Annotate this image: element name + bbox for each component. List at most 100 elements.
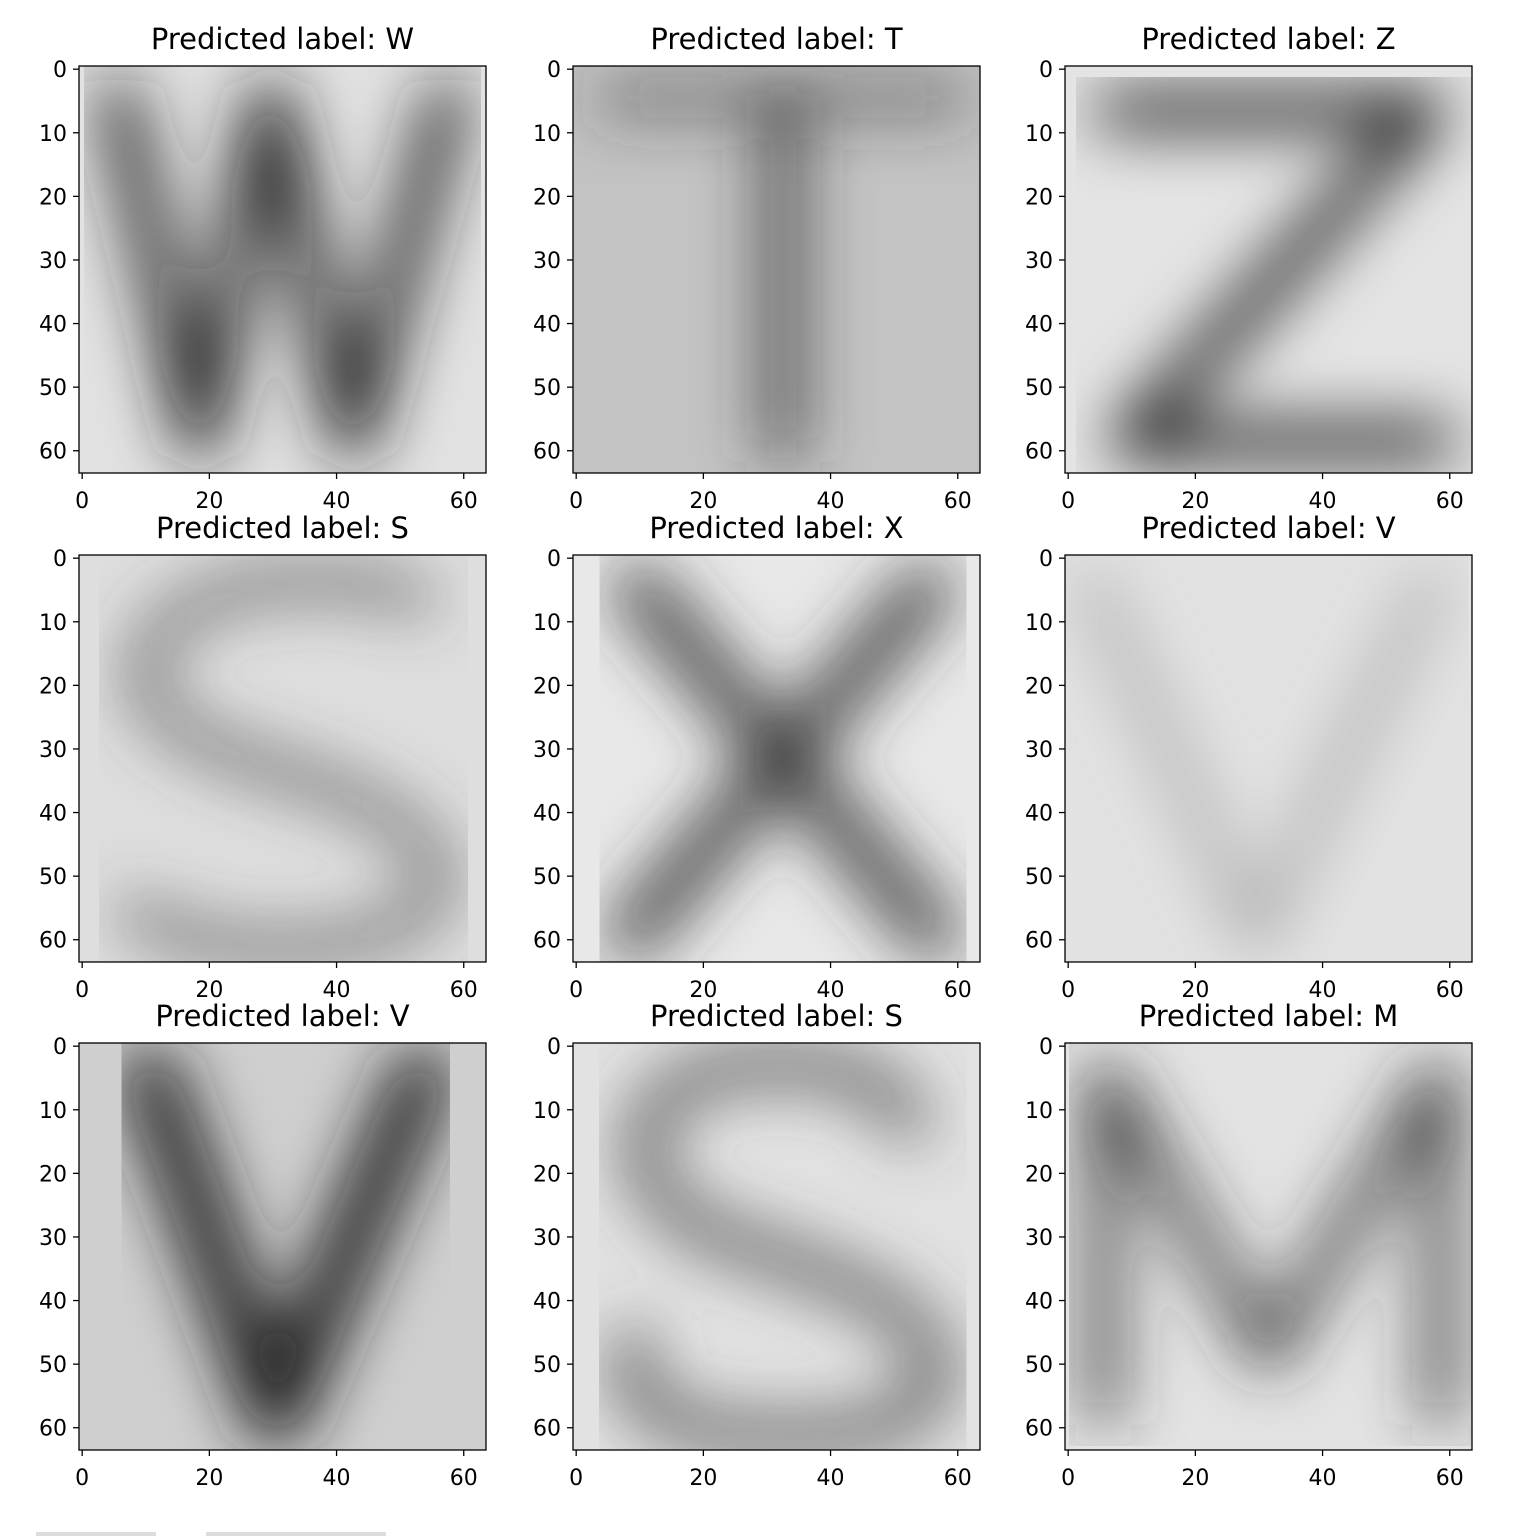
y-tick-label: 40 — [1025, 313, 1053, 338]
letter-image-w — [98, 78, 467, 461]
letter-stroke — [120, 1046, 452, 1447]
bottom-toolbar-strip-right — [206, 1532, 386, 1536]
x-tick-label: 20 — [1181, 489, 1209, 514]
panel-title: Predicted label: V — [1141, 511, 1395, 545]
y-tick-label: 50 — [1025, 865, 1053, 890]
y-tick-label: 0 — [53, 1035, 67, 1060]
y-tick-label: 10 — [533, 1099, 561, 1124]
y-tick-label: 20 — [533, 185, 561, 210]
letter-image-v — [120, 1046, 452, 1447]
axes-frame — [1064, 1042, 1473, 1451]
y-tick-label: 40 — [39, 1290, 67, 1315]
panel-1: 0 10 20 30 40 50 60 0 20 40 60 Predicted label: W — [39, 22, 487, 514]
axes-frame — [78, 65, 487, 474]
x-tick-label: 60 — [450, 489, 478, 514]
y-tick-label: 40 — [1025, 1290, 1053, 1315]
y-tick-label: 60 — [533, 1417, 561, 1442]
x-tick-label: 20 — [195, 1466, 223, 1491]
panel-title: Predicted label: M — [1139, 999, 1399, 1033]
y-tick-label: 30 — [533, 738, 561, 763]
x-tick-label: 60 — [1436, 978, 1464, 1003]
y-tick-label: 10 — [533, 122, 561, 147]
y-tick-label: 30 — [39, 1226, 67, 1251]
x-tick-label: 40 — [1309, 1466, 1337, 1491]
y-tick-label: 0 — [1039, 1035, 1053, 1060]
x-tick-label: 60 — [944, 978, 972, 1003]
x-tick-label: 40 — [817, 489, 845, 514]
y-tick-label: 60 — [39, 440, 67, 465]
panel-title: Predicted label: S — [156, 511, 409, 545]
y-tick-label: 50 — [39, 865, 67, 890]
letter-image-s — [117, 568, 450, 960]
y-tick-label: 0 — [547, 58, 561, 83]
y-tick-label: 50 — [39, 1353, 67, 1378]
letter-image-m — [1088, 1060, 1455, 1427]
panel-title: Predicted label: W — [151, 22, 414, 56]
axes-frame — [78, 554, 487, 963]
y-tick-label: 10 — [39, 122, 67, 147]
x-tick-label: 0 — [1061, 1466, 1075, 1491]
x-tick-label: 60 — [450, 978, 478, 1003]
y-tick-label: 10 — [1025, 1099, 1053, 1124]
letter-stroke — [1093, 94, 1457, 458]
panel-title: Predicted label: T — [650, 22, 902, 56]
y-tick-label: 20 — [39, 1162, 67, 1187]
x-tick-label: 0 — [75, 1466, 89, 1491]
y-tick-label: 40 — [39, 313, 67, 338]
y-tick-label: 60 — [1025, 929, 1053, 954]
y-tick-label: 10 — [39, 611, 67, 636]
x-tick-label: 40 — [817, 978, 845, 1003]
x-tick-label: 60 — [450, 1466, 478, 1491]
y-tick-label: 30 — [39, 249, 67, 274]
letter-image-s — [613, 1048, 952, 1450]
y-tick-label: 60 — [1025, 1417, 1053, 1442]
letter-image-z — [1093, 94, 1457, 458]
axes-frame — [78, 1042, 487, 1451]
x-tick-label: 40 — [1309, 978, 1337, 1003]
axes-frame — [1064, 65, 1473, 474]
axes-frame — [1064, 554, 1473, 963]
x-tick-label: 20 — [1181, 978, 1209, 1003]
y-tick-label: 40 — [533, 802, 561, 827]
x-tick-label: 40 — [1309, 489, 1337, 514]
y-tick-label: 50 — [533, 1353, 561, 1378]
y-tick-label: 20 — [39, 185, 67, 210]
x-tick-label: 40 — [323, 978, 351, 1003]
y-tick-label: 20 — [39, 674, 67, 699]
y-tick-label: 60 — [533, 440, 561, 465]
panel-5: 0 10 20 30 40 50 60 0 20 40 60 Predicted label: X — [533, 511, 981, 1003]
y-tick-label: 0 — [547, 547, 561, 572]
x-tick-label: 20 — [195, 489, 223, 514]
x-tick-label: 20 — [1181, 1466, 1209, 1491]
y-tick-label: 30 — [1025, 738, 1053, 763]
y-tick-label: 0 — [53, 547, 67, 572]
y-tick-label: 10 — [39, 1099, 67, 1124]
x-tick-label: 0 — [569, 1466, 583, 1491]
axes-frame — [572, 65, 981, 474]
x-tick-label: 0 — [75, 489, 89, 514]
letter-stroke — [117, 568, 450, 960]
x-tick-label: 20 — [689, 489, 717, 514]
y-tick-label: 20 — [533, 1162, 561, 1187]
y-tick-label: 30 — [533, 1226, 561, 1251]
y-tick-label: 50 — [533, 865, 561, 890]
x-tick-label: 0 — [1061, 489, 1075, 514]
y-tick-label: 40 — [1025, 802, 1053, 827]
panel-8: 0 10 20 30 40 50 60 0 20 40 60 Predicted label: S — [533, 999, 981, 1491]
x-tick-label: 20 — [689, 1466, 717, 1491]
y-tick-label: 50 — [39, 376, 67, 401]
panel-7: 0 10 20 30 40 50 60 0 20 40 60 Predicted label: V — [39, 999, 487, 1491]
panel-9: 0 10 20 30 40 50 60 0 20 40 60 Predicted label: M — [1025, 999, 1473, 1491]
x-tick-label: 20 — [195, 978, 223, 1003]
y-tick-label: 60 — [1025, 440, 1053, 465]
y-tick-label: 60 — [533, 929, 561, 954]
y-tick-label: 20 — [1025, 674, 1053, 699]
y-tick-label: 10 — [1025, 611, 1053, 636]
y-tick-label: 10 — [533, 611, 561, 636]
y-tick-label: 40 — [533, 313, 561, 338]
letter-image-v — [1080, 570, 1444, 947]
x-tick-label: 0 — [569, 978, 583, 1003]
letter-stroke — [1088, 1060, 1455, 1427]
y-tick-label: 20 — [533, 674, 561, 699]
